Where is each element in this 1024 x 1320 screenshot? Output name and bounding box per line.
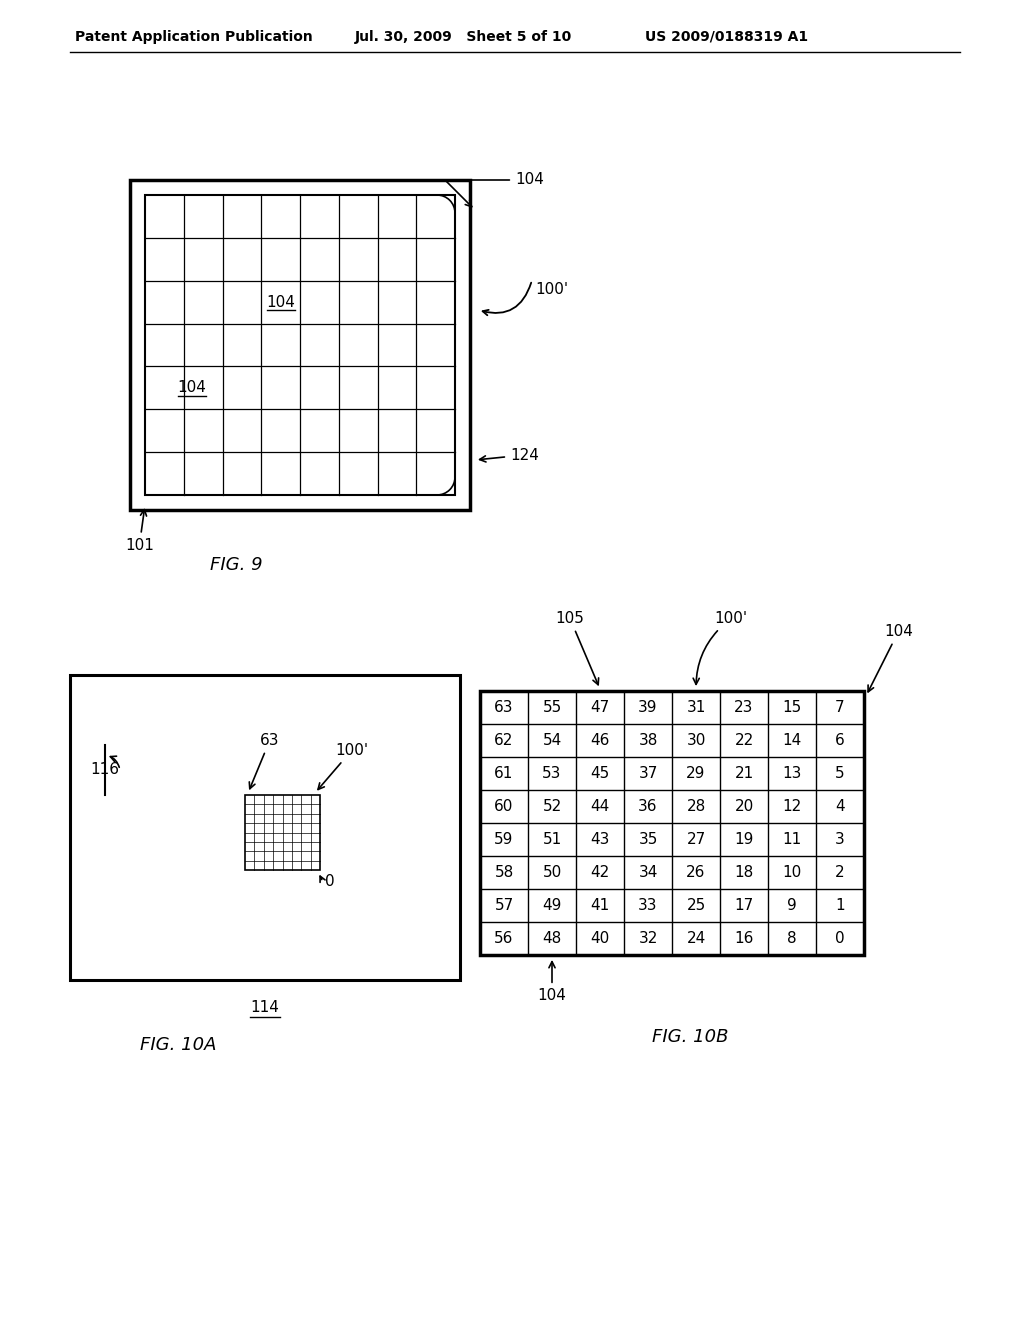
- Text: 100': 100': [535, 282, 568, 297]
- Text: 44: 44: [591, 799, 609, 814]
- Text: 24: 24: [686, 931, 706, 946]
- Text: 18: 18: [734, 865, 754, 880]
- Text: 36: 36: [638, 799, 657, 814]
- Text: 27: 27: [686, 832, 706, 847]
- Text: 50: 50: [543, 865, 561, 880]
- Text: 57: 57: [495, 898, 514, 913]
- Text: 124: 124: [479, 447, 539, 462]
- Text: 58: 58: [495, 865, 514, 880]
- Text: 7: 7: [836, 700, 845, 715]
- Text: 3: 3: [836, 832, 845, 847]
- Text: 39: 39: [638, 700, 657, 715]
- Text: 21: 21: [734, 766, 754, 781]
- Text: 10: 10: [782, 865, 802, 880]
- Text: 43: 43: [590, 832, 609, 847]
- Text: 16: 16: [734, 931, 754, 946]
- Text: 34: 34: [638, 865, 657, 880]
- Text: 0: 0: [836, 931, 845, 946]
- Text: 104: 104: [445, 173, 544, 207]
- Text: 2: 2: [836, 865, 845, 880]
- Text: 114: 114: [251, 1001, 280, 1015]
- Text: FIG. 9: FIG. 9: [210, 556, 262, 574]
- Text: 20: 20: [734, 799, 754, 814]
- Text: 5: 5: [836, 766, 845, 781]
- Text: 63: 63: [495, 700, 514, 715]
- Text: 55: 55: [543, 700, 561, 715]
- Bar: [145, 195, 455, 495]
- Text: 47: 47: [591, 700, 609, 715]
- Text: 11: 11: [782, 832, 802, 847]
- Text: 60: 60: [495, 799, 514, 814]
- Text: 59: 59: [495, 832, 514, 847]
- Text: 8: 8: [787, 931, 797, 946]
- Text: 101: 101: [125, 510, 154, 553]
- Text: FIG. 10A: FIG. 10A: [140, 1036, 216, 1053]
- Text: 30: 30: [686, 733, 706, 748]
- Text: 38: 38: [638, 733, 657, 748]
- Text: 53: 53: [543, 766, 562, 781]
- Text: 56: 56: [495, 931, 514, 946]
- Text: 13: 13: [782, 766, 802, 781]
- Text: US 2009/0188319 A1: US 2009/0188319 A1: [645, 30, 808, 44]
- Text: 9: 9: [787, 898, 797, 913]
- Text: 46: 46: [590, 733, 609, 748]
- Text: FIG. 10B: FIG. 10B: [652, 1028, 728, 1045]
- Text: 49: 49: [543, 898, 562, 913]
- Text: 29: 29: [686, 766, 706, 781]
- Text: 45: 45: [591, 766, 609, 781]
- Text: 52: 52: [543, 799, 561, 814]
- Text: 12: 12: [782, 799, 802, 814]
- Text: 100': 100': [318, 743, 368, 789]
- Text: Jul. 30, 2009   Sheet 5 of 10: Jul. 30, 2009 Sheet 5 of 10: [355, 30, 572, 44]
- Text: 48: 48: [543, 931, 561, 946]
- Bar: [70, 675, 460, 979]
- Text: 33: 33: [638, 898, 657, 913]
- Bar: [130, 180, 470, 510]
- Text: 31: 31: [686, 700, 706, 715]
- Text: 104: 104: [538, 962, 566, 1003]
- Text: Patent Application Publication: Patent Application Publication: [75, 30, 312, 44]
- Text: 100': 100': [693, 611, 748, 684]
- Text: 37: 37: [638, 766, 657, 781]
- Bar: [245, 795, 319, 870]
- Text: 17: 17: [734, 898, 754, 913]
- Text: 61: 61: [495, 766, 514, 781]
- Text: 1: 1: [836, 898, 845, 913]
- Text: 40: 40: [591, 931, 609, 946]
- Text: 23: 23: [734, 700, 754, 715]
- Text: 0: 0: [325, 874, 335, 890]
- Text: 6: 6: [836, 733, 845, 748]
- Text: 41: 41: [591, 898, 609, 913]
- Bar: [480, 690, 864, 954]
- Text: 4: 4: [836, 799, 845, 814]
- Text: 54: 54: [543, 733, 561, 748]
- Text: 104: 104: [266, 294, 295, 310]
- Text: 104: 104: [868, 624, 912, 692]
- Text: 116: 116: [90, 763, 119, 777]
- Text: 14: 14: [782, 733, 802, 748]
- Text: 22: 22: [734, 733, 754, 748]
- Text: 15: 15: [782, 700, 802, 715]
- Text: 105: 105: [556, 611, 599, 685]
- Text: 25: 25: [686, 898, 706, 913]
- Text: 62: 62: [495, 733, 514, 748]
- Text: 104: 104: [177, 380, 206, 396]
- Text: 51: 51: [543, 832, 561, 847]
- Text: 19: 19: [734, 832, 754, 847]
- Text: 63: 63: [249, 733, 280, 789]
- Text: 26: 26: [686, 865, 706, 880]
- Text: 35: 35: [638, 832, 657, 847]
- Text: 32: 32: [638, 931, 657, 946]
- Text: 42: 42: [591, 865, 609, 880]
- Text: 28: 28: [686, 799, 706, 814]
